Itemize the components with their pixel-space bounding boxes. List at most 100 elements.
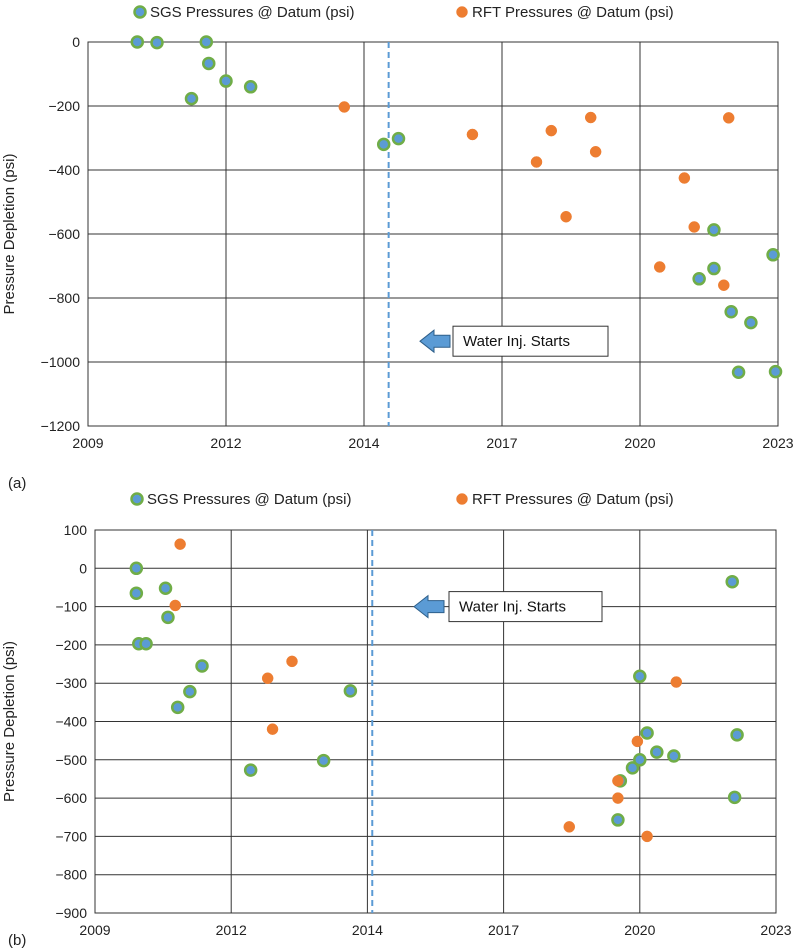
y-tick-label: −600: [55, 790, 87, 806]
sgs-point: [183, 684, 197, 699]
rft-point: [261, 672, 274, 684]
y-tick-label: −300: [55, 675, 87, 691]
sgs-point: [766, 248, 780, 262]
sgs-point: [150, 35, 164, 50]
left-arrow-icon: [413, 594, 445, 619]
y-tick-label: −800: [48, 290, 80, 306]
legend-sgs-marker: [130, 492, 144, 506]
x-tick-label: 2020: [624, 922, 655, 938]
y-tick-label: −700: [55, 828, 87, 844]
y-tick-label: −800: [55, 867, 87, 883]
rft-point: [584, 111, 597, 124]
sgs-point: [158, 581, 173, 595]
legend-label: SGS Pressures @ Datum (psi): [147, 491, 351, 508]
rft-point: [560, 210, 572, 223]
legend-label: RFT Pressures @ Datum (psi): [472, 491, 674, 508]
chart-panel-b: 100 0 −100 −200 −300 −400 −500 −600 −700 −800 −900…: [1, 491, 792, 949]
sgs-point: [625, 761, 640, 775]
sgs-point: [724, 305, 738, 319]
sgs-point: [316, 753, 331, 768]
sgs-point: [129, 586, 144, 600]
y-tick-label: −400: [48, 162, 80, 178]
legend-label: SGS Pressures @ Datum (psi): [150, 4, 354, 21]
rft-point: [286, 655, 298, 668]
sgs-point: [768, 364, 783, 379]
x-tick-label: 2012: [216, 922, 247, 938]
x-tick-label: 2023: [760, 922, 791, 938]
rft-point: [612, 792, 624, 804]
rft-point: [653, 261, 666, 273]
sgs-point: [707, 261, 721, 276]
rft-point: [174, 538, 186, 550]
sgs-point: [727, 790, 742, 805]
left-arrow-icon: [419, 329, 451, 354]
rft-point: [670, 676, 683, 688]
y-tick-label: −1000: [41, 354, 81, 370]
sgs-point: [731, 365, 746, 379]
panel-label: (a): [8, 475, 26, 492]
sgs-point: [199, 35, 214, 49]
sgs-point: [611, 813, 625, 827]
y-tick-label: −1200: [41, 418, 81, 434]
sgs-point: [730, 728, 744, 742]
sgs-point: [243, 80, 258, 94]
sgs-point: [692, 272, 706, 286]
x-tick-label: 2009: [79, 922, 110, 938]
sgs-point: [195, 659, 209, 673]
sgs-point: [202, 56, 216, 71]
sgs-point: [129, 561, 144, 576]
y-tick-label: 100: [64, 522, 88, 538]
rft-point: [338, 101, 351, 113]
rft-point: [530, 156, 543, 168]
rft-point: [722, 112, 735, 124]
x-tick-label: 2014: [352, 922, 383, 938]
legend-label: RFT Pressures @ Datum (psi): [472, 4, 674, 21]
legend-sgs-marker: [133, 5, 147, 19]
sgs-point: [650, 745, 664, 759]
sgs-point: [343, 684, 358, 698]
sgs-point: [744, 315, 758, 330]
x-tick-label: 2023: [762, 435, 793, 451]
annotation-text: Water Inj. Starts: [459, 599, 566, 616]
x-tick-label: 2012: [210, 435, 241, 451]
rft-point: [169, 599, 182, 612]
sgs-point: [219, 74, 233, 88]
y-tick-label: −200: [55, 637, 87, 653]
sgs-point: [170, 700, 185, 715]
y-tick-label: 0: [72, 34, 80, 50]
annotation-box: [448, 591, 603, 623]
rft-point: [641, 830, 653, 843]
sgs-point: [725, 574, 739, 589]
rft-point: [631, 735, 644, 748]
rft-point: [563, 821, 576, 833]
sgs-point: [139, 637, 153, 651]
x-tick-label: 2017: [488, 922, 519, 938]
sgs-point: [161, 610, 175, 625]
sgs-point: [391, 131, 406, 146]
sgs-point: [640, 726, 654, 740]
annotation-box: [452, 325, 609, 357]
legend-rft-marker: [456, 493, 468, 505]
y-tick-label: −100: [55, 599, 87, 615]
annotation-text: Water Inj. Starts: [463, 333, 570, 350]
y-axis-label: Pressure Depletion (psi): [1, 641, 18, 802]
sgs-point: [243, 763, 258, 777]
x-tick-label: 2009: [72, 435, 103, 451]
sgs-point: [633, 669, 647, 684]
y-tick-label: −200: [48, 98, 80, 114]
y-tick-label: −900: [55, 905, 87, 921]
sgs-point: [667, 749, 681, 763]
rft-point: [589, 146, 602, 158]
sgs-point: [130, 35, 145, 49]
rft-point: [678, 172, 691, 184]
x-tick-label: 2017: [486, 435, 517, 451]
rft-point: [266, 723, 279, 735]
rft-point: [612, 775, 624, 787]
rft-point: [718, 279, 730, 291]
x-tick-label: 2014: [348, 435, 379, 451]
rft-point: [545, 124, 558, 137]
sgs-point: [376, 137, 391, 152]
rft-point: [688, 221, 700, 233]
